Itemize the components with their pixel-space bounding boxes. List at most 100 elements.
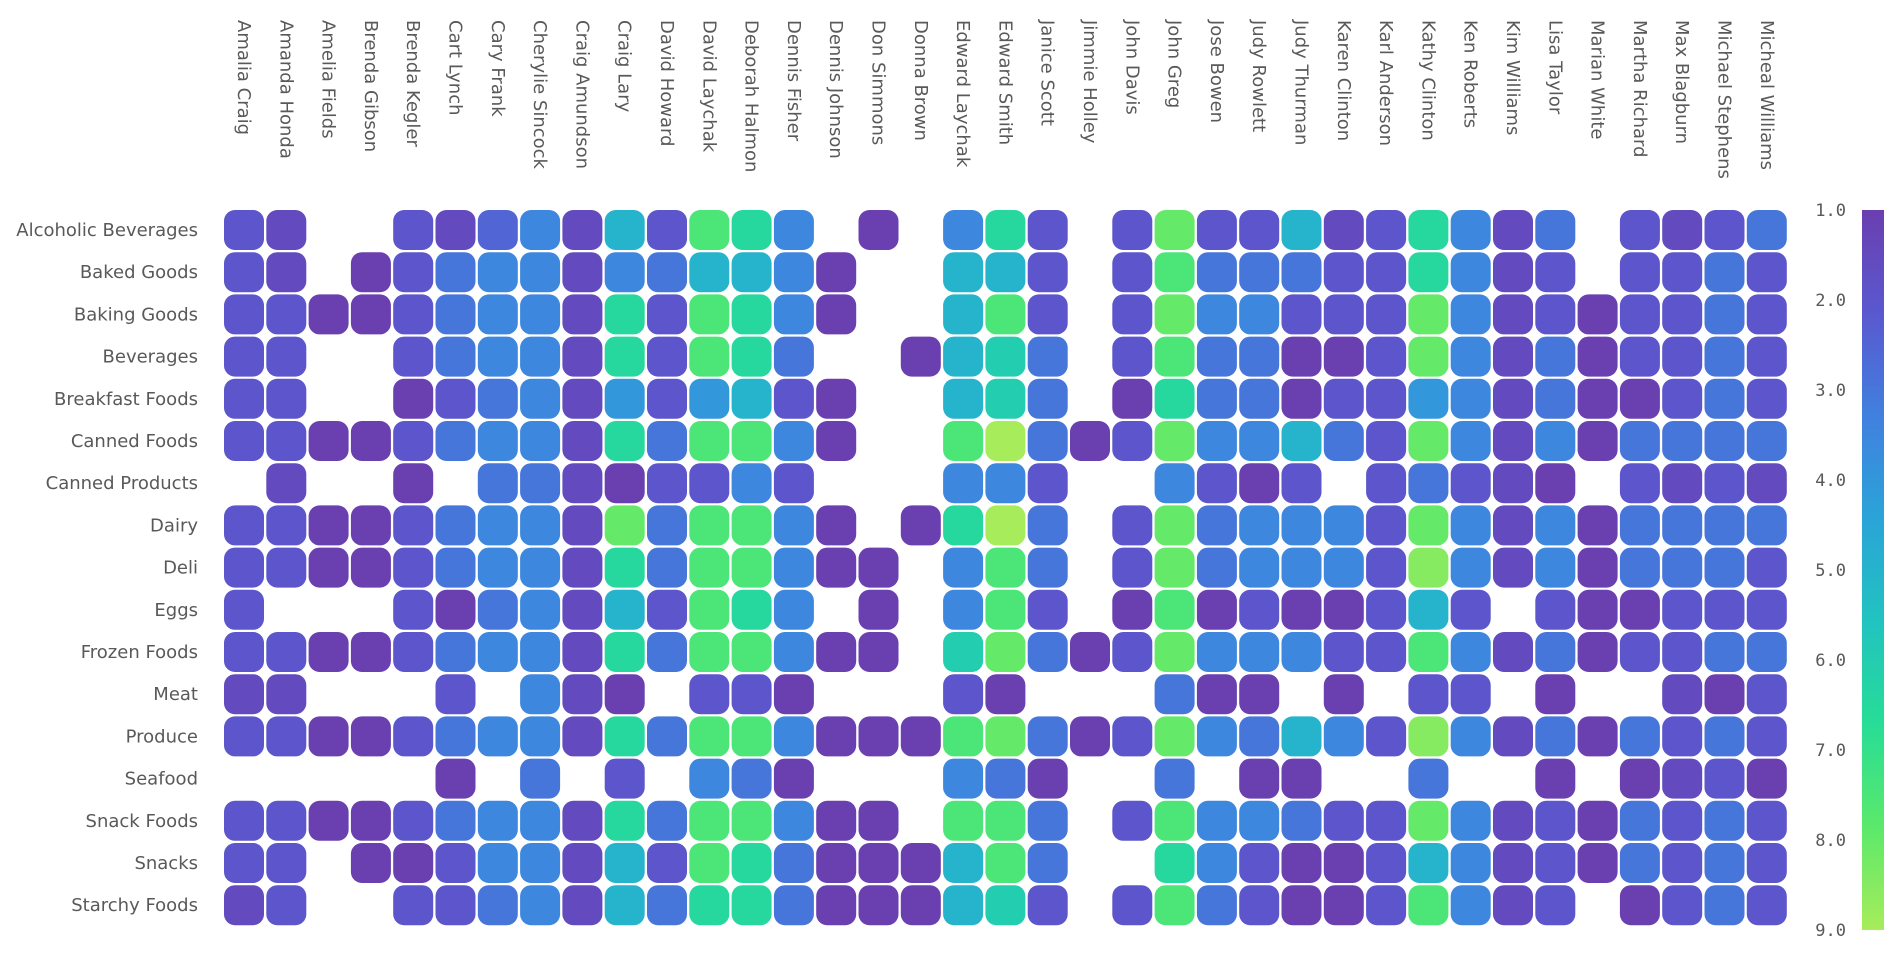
heatmap-cell[interactable]: Snacks / Ken Roberts: 3.5 xyxy=(1450,843,1491,883)
heatmap-cell[interactable]: Snack Foods / Judy Rowlett: 3.5 xyxy=(1239,800,1280,841)
heatmap-cell[interactable]: Seafood / Kathy Clinton: 3 xyxy=(1408,758,1449,799)
heatmap-cell[interactable]: Beverages / Craig Amundson: 1.5 xyxy=(562,336,603,377)
heatmap-cell[interactable]: Starchy Foods / Janice Scott: 2 xyxy=(1027,885,1068,926)
heatmap-cell[interactable]: Deli / Edward Laychak: 3.5 xyxy=(943,547,984,588)
heatmap-cell[interactable]: Dairy / Edward Laychak: 6.5 xyxy=(943,505,984,546)
heatmap-cell[interactable]: Baked Goods / Janice Scott: 2 xyxy=(1027,252,1068,293)
heatmap-cell[interactable]: Beverages / Martha Richard: 2 xyxy=(1619,336,1660,377)
heatmap-cell[interactable]: Alcoholic Beverages / Cart Lynch: 1.5 xyxy=(435,210,476,250)
heatmap-cell[interactable]: Snack Foods / Edward Smith: 7.5 xyxy=(985,800,1026,841)
heatmap-cell[interactable]: Baked Goods / Dennis Fisher: 3.5 xyxy=(773,252,814,293)
heatmap-cell[interactable]: Produce / Jimmie Holley: 1 xyxy=(1070,716,1110,757)
heatmap-cell[interactable]: Breakfast Foods / Micheal Williams: 2 xyxy=(1746,378,1787,419)
heatmap-cell[interactable]: Produce / Dennis Fisher: 3.5 xyxy=(773,716,814,757)
heatmap-cell[interactable]: Snacks / Judy Rowlett: 2 xyxy=(1239,843,1280,883)
heatmap-cell[interactable]: Alcoholic Beverages / Micheal Williams: … xyxy=(1746,210,1787,250)
heatmap-cell[interactable]: Produce / Janice Scott: 3 xyxy=(1027,716,1068,757)
heatmap-cell[interactable]: Alcoholic Beverages / Amalia Craig: 2 xyxy=(224,210,264,250)
heatmap-cell[interactable]: Beverages / Brenda Kegler: 2 xyxy=(393,336,434,377)
heatmap-cell[interactable]: Breakfast Foods / Cart Lynch: 2 xyxy=(435,378,476,419)
heatmap-cell[interactable]: Seafood / Deborah Halmon: 3 xyxy=(731,758,772,799)
heatmap-cell[interactable]: Dairy / Edward Smith: 9 xyxy=(985,505,1026,546)
heatmap-cell[interactable]: Snacks / Kathy Clinton: 5 xyxy=(1408,843,1449,883)
heatmap-cell[interactable]: Canned Foods / Craig Amundson: 1.5 xyxy=(562,421,603,461)
heatmap-cell[interactable]: Breakfast Foods / Edward Laychak: 5 xyxy=(943,378,984,419)
heatmap-cell[interactable]: Eggs / Judy Thurman: 1 xyxy=(1281,589,1322,630)
heatmap-cell[interactable]: Canned Products / David Howard: 2 xyxy=(647,463,687,504)
heatmap-cell[interactable]: Produce / Donna Brown: 1 xyxy=(900,716,941,757)
heatmap-cell[interactable]: Meat / Micheal Williams: 2 xyxy=(1746,674,1787,715)
heatmap-cell[interactable]: Eggs / Michael Stephens: 2 xyxy=(1704,589,1745,630)
heatmap-cell[interactable]: Baked Goods / Kim Williams: 1.5 xyxy=(1493,252,1533,293)
heatmap-cell[interactable]: Produce / Brenda Kegler: 2 xyxy=(393,716,434,757)
heatmap-cell[interactable]: Eggs / Max Blagburn: 2 xyxy=(1662,589,1703,630)
heatmap-cell[interactable]: Frozen Foods / David Laychak: 7.5 xyxy=(689,632,730,672)
heatmap-cell[interactable]: Starchy Foods / Judy Rowlett: 2 xyxy=(1239,885,1280,926)
heatmap-cell[interactable]: Canned Foods / Max Blagburn: 3 xyxy=(1662,421,1703,461)
heatmap-cell[interactable]: Eggs / Lisa Taylor: 2 xyxy=(1535,589,1576,630)
heatmap-cell[interactable]: Eggs / Cart Lynch: 1 xyxy=(435,589,476,630)
heatmap-cell[interactable]: Breakfast Foods / Brenda Kegler: 1 xyxy=(393,378,434,419)
heatmap-cell[interactable]: Seafood / Edward Smith: 3 xyxy=(985,758,1026,799)
heatmap-cell[interactable]: Deli / Brenda Kegler: 2 xyxy=(393,547,434,588)
heatmap-cell[interactable]: Snack Foods / Jose Bowen: 3.5 xyxy=(1196,800,1237,841)
heatmap-cell[interactable]: Baked Goods / John Davis: 2 xyxy=(1112,252,1153,293)
heatmap-cell[interactable]: Eggs / Marian White: 1 xyxy=(1577,589,1618,630)
heatmap-cell[interactable]: Baked Goods / Cherylie Sincock: 3.5 xyxy=(520,252,561,293)
heatmap-cell[interactable]: Canned Foods / John Greg: 8 xyxy=(1154,421,1195,461)
heatmap-cell[interactable]: Starchy Foods / Max Blagburn: 2 xyxy=(1662,885,1703,926)
heatmap-cell[interactable]: Beverages / David Laychak: 7.5 xyxy=(689,336,730,377)
heatmap-cell[interactable]: Meat / Kathy Clinton: 2 xyxy=(1408,674,1449,715)
heatmap-cell[interactable]: Alcoholic Beverages / Amanda Honda: 1.5 xyxy=(266,210,307,250)
heatmap-cell[interactable]: Baking Goods / Michael Stephens: 3 xyxy=(1704,294,1745,335)
heatmap-cell[interactable]: Baked Goods / Michael Stephens: 3 xyxy=(1704,252,1745,293)
heatmap-cell[interactable]: Snacks / Craig Amundson: 1.5 xyxy=(562,843,603,883)
heatmap-cell[interactable]: Baked Goods / Edward Smith: 5 xyxy=(985,252,1026,293)
heatmap-cell[interactable]: Deli / Kathy Clinton: 8.5 xyxy=(1408,547,1449,588)
heatmap-cell[interactable]: Frozen Foods / Dennis Johnson: 1 xyxy=(816,632,857,672)
heatmap-cell[interactable]: Snacks / Karl Anderson: 2 xyxy=(1366,843,1407,883)
heatmap-cell[interactable]: Seafood / Michael Stephens: 2 xyxy=(1704,758,1745,799)
heatmap-cell[interactable]: Snacks / Dennis Fisher: 3 xyxy=(773,843,814,883)
heatmap-cell[interactable]: Beverages / Lisa Taylor: 3 xyxy=(1535,336,1576,377)
heatmap-cell[interactable]: Breakfast Foods / Judy Rowlett: 3 xyxy=(1239,378,1280,419)
heatmap-cell[interactable]: Beverages / John Davis: 2 xyxy=(1112,336,1153,377)
heatmap-cell[interactable]: Dairy / Michael Stephens: 3 xyxy=(1704,505,1745,546)
heatmap-cell[interactable]: Baking Goods / Amanda Honda: 2 xyxy=(266,294,307,335)
heatmap-cell[interactable]: Canned Products / Micheal Williams: 1.5 xyxy=(1746,463,1787,504)
heatmap-cell[interactable]: Starchy Foods / Edward Laychak: 5 xyxy=(943,885,984,926)
heatmap-cell[interactable]: Canned Foods / Micheal Williams: 3 xyxy=(1746,421,1787,461)
heatmap-cell[interactable]: Breakfast Foods / Karl Anderson: 2 xyxy=(1366,378,1407,419)
heatmap-cell[interactable]: Produce / Edward Smith: 8 xyxy=(985,716,1026,757)
heatmap-cell[interactable]: Meat / Edward Smith: 1 xyxy=(985,674,1026,715)
heatmap-cell[interactable]: Alcoholic Beverages / Michael Stephens: … xyxy=(1704,210,1745,250)
heatmap-cell[interactable]: Beverages / David Howard: 2 xyxy=(647,336,687,377)
heatmap-cell[interactable]: Starchy Foods / Karl Anderson: 2 xyxy=(1366,885,1407,926)
heatmap-cell[interactable]: Baked Goods / Brenda Kegler: 2 xyxy=(393,252,434,293)
heatmap-cell[interactable]: Alcoholic Beverages / Craig Amundson: 1.… xyxy=(562,210,603,250)
heatmap-cell[interactable]: Beverages / John Greg: 7.5 xyxy=(1154,336,1195,377)
heatmap-cell[interactable]: Frozen Foods / Kathy Clinton: 7.5 xyxy=(1408,632,1449,672)
heatmap-cell[interactable]: Produce / Amanda Honda: 2 xyxy=(266,716,307,757)
heatmap-cell[interactable]: Eggs / Cherylie Sincock: 3.5 xyxy=(520,589,561,630)
heatmap-cell[interactable]: Produce / Martha Richard: 3 xyxy=(1619,716,1660,757)
heatmap-cell[interactable]: Canned Products / Karl Anderson: 2 xyxy=(1366,463,1407,504)
heatmap-cell[interactable]: Canned Foods / Kathy Clinton: 8 xyxy=(1408,421,1449,461)
heatmap-cell[interactable]: Snacks / Edward Laychak: 5 xyxy=(943,843,984,883)
heatmap-cell[interactable]: Deli / Janice Scott: 3 xyxy=(1027,547,1068,588)
heatmap-cell[interactable]: Alcoholic Beverages / John Davis: 2 xyxy=(1112,210,1153,250)
heatmap-cell[interactable]: Frozen Foods / Marian White: 1 xyxy=(1577,632,1618,672)
heatmap-cell[interactable]: Frozen Foods / Edward Smith: 8 xyxy=(985,632,1026,672)
heatmap-cell[interactable]: Deli / Dennis Johnson: 1 xyxy=(816,547,857,588)
heatmap-cell[interactable]: Baking Goods / Janice Scott: 2 xyxy=(1027,294,1068,335)
heatmap-cell[interactable]: Deli / Jose Bowen: 3 xyxy=(1196,547,1237,588)
heatmap-cell[interactable]: Eggs / Craig Lary: 5 xyxy=(604,589,645,630)
heatmap-cell[interactable]: Baking Goods / Craig Lary: 6.5 xyxy=(604,294,645,335)
heatmap-cell[interactable]: Produce / Cary Frank: 3.5 xyxy=(477,716,518,757)
heatmap-cell[interactable]: Baked Goods / Karl Anderson: 2 xyxy=(1366,252,1407,293)
heatmap-cell[interactable]: Dairy / Max Blagburn: 3 xyxy=(1662,505,1703,546)
heatmap-cell[interactable]: Canned Products / Amanda Honda: 1.5 xyxy=(266,463,307,504)
heatmap-cell[interactable]: Snacks / David Howard: 2 xyxy=(647,843,687,883)
heatmap-cell[interactable]: Deli / Dennis Fisher: 3.5 xyxy=(773,547,814,588)
heatmap-cell[interactable]: Breakfast Foods / Craig Lary: 4 xyxy=(604,378,645,419)
